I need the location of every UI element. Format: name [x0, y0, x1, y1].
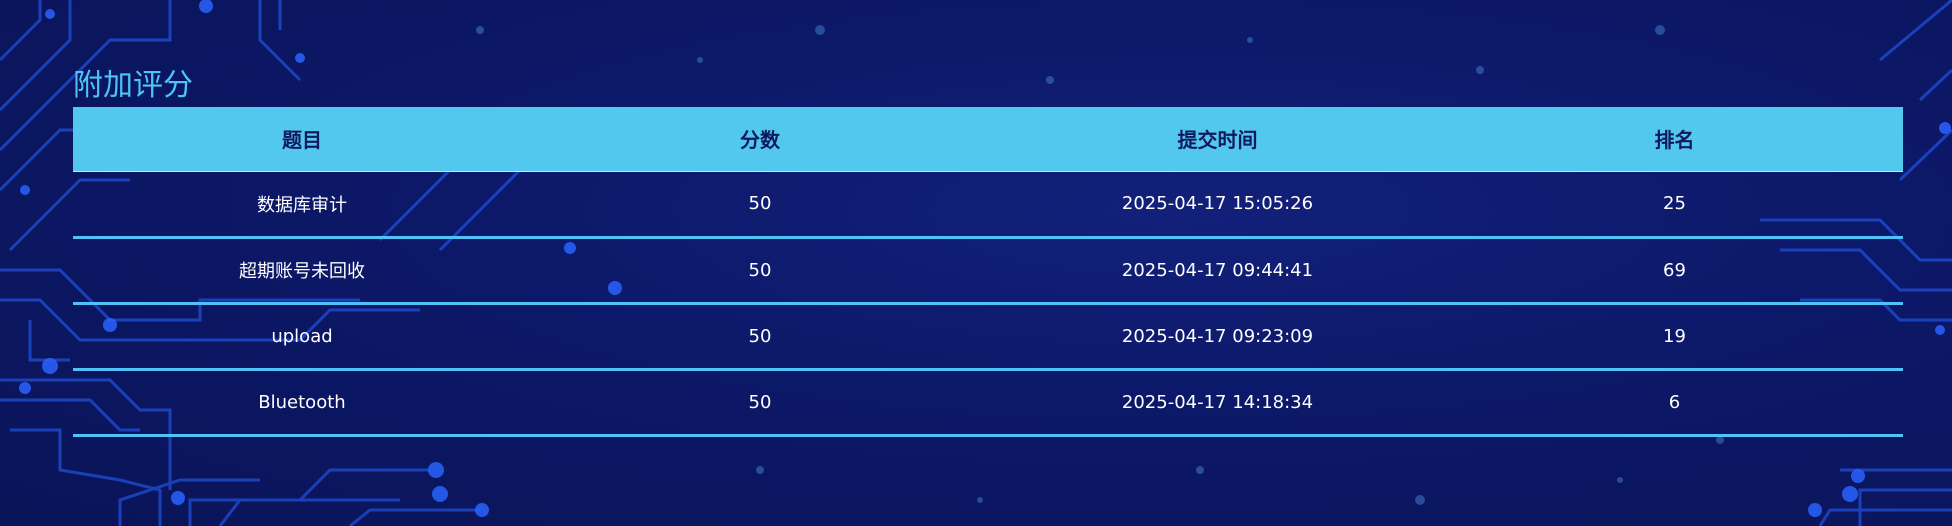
cell-submit-time: 2025-04-17 09:23:09	[1121, 325, 1314, 347]
cell-title: upload	[271, 325, 333, 347]
cell-submit-time: 2025-04-17 14:18:34	[1121, 391, 1314, 413]
additional-score-panel: 附加评分 题目 分数 提交时间 排名 数据库审计 50 2025-04-17 1…	[73, 66, 1903, 437]
cell-title: Bluetooth	[258, 391, 346, 413]
cell-rank: 25	[1663, 193, 1686, 214]
cell-score: 50	[748, 193, 772, 214]
cell-title: 数据库审计	[257, 194, 347, 216]
cell-score: 50	[748, 259, 772, 281]
table-row: 数据库审计 50 2025-04-17 15:05:26 25	[73, 171, 1903, 237]
table-body: 数据库审计 50 2025-04-17 15:05:26 25 超期账号未回收 …	[73, 171, 1903, 435]
column-header-title: 题目	[73, 107, 531, 172]
table-row: 超期账号未回收 50 2025-04-17 09:44:41 69	[73, 237, 1903, 303]
cell-rank: 6	[1668, 391, 1681, 413]
column-header-score: 分数	[531, 107, 989, 172]
table-header-row: 题目 分数 提交时间 排名	[73, 107, 1903, 172]
cell-score: 50	[748, 325, 772, 347]
score-table: 题目 分数 提交时间 排名 数据库审计 50 2025-04-17 15:05:…	[73, 107, 1903, 437]
table-row: upload 50 2025-04-17 09:23:09 19	[73, 303, 1903, 369]
column-header-submit-time: 提交时间	[989, 107, 1446, 172]
section-title: 附加评分	[73, 68, 193, 103]
cell-submit-time: 2025-04-17 09:44:41	[1121, 259, 1314, 281]
cell-score: 50	[748, 391, 772, 413]
table-row: Bluetooth 50 2025-04-17 14:18:34 6	[73, 369, 1903, 435]
table-header: 题目 分数 提交时间 排名	[73, 107, 1903, 172]
column-header-rank: 排名	[1446, 107, 1903, 172]
cell-submit-time: 2025-04-17 15:05:26	[1121, 193, 1314, 214]
cell-rank: 69	[1663, 259, 1686, 281]
cell-rank: 19	[1663, 325, 1686, 347]
cell-title: 超期账号未回收	[239, 261, 365, 282]
